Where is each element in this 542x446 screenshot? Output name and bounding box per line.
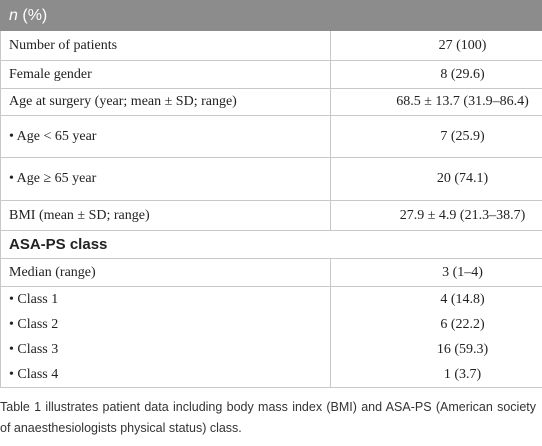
class-labels: • Class 1 • Class 2 • Class 3 • Class 4: [0, 286, 331, 388]
class-value: 16 (59.3): [436, 342, 489, 357]
row-label: Female gender: [0, 60, 331, 89]
row-label: • Age ≥ 65 year: [0, 157, 331, 201]
row-label: Median (range): [0, 258, 331, 287]
header-row: n (%): [0, 0, 542, 31]
table-row: Age at surgery (year; mean ± SD; range) 6…: [0, 88, 542, 116]
row-label: • Age < 65 year: [0, 115, 331, 158]
row-label: Age at surgery (year; mean ± SD; range): [0, 88, 331, 116]
caption: Table 1 illustrates patient data includi…: [0, 400, 536, 435]
section-title: ASA-PS class: [0, 230, 542, 259]
unit: (%): [22, 6, 48, 24]
table-row: • Age ≥ 65 year 20 (74.1): [0, 157, 542, 201]
table-row: BMI (mean ± SD; range) 27.9 ± 4.9 (21.3–3…: [0, 200, 542, 231]
class-label: • Class 1: [9, 292, 59, 307]
class-value: 4 (14.8): [440, 292, 485, 307]
patient-table: n (%) Number of patients 27 (100) Female g…: [0, 0, 542, 388]
row-value: 68.5 ± 13.7 (31.9–86.4): [330, 88, 542, 116]
table-row: Female gender 8 (29.6): [0, 60, 542, 89]
row-value: 7 (25.9): [330, 115, 542, 158]
class-value: 6 (22.2): [440, 317, 485, 332]
header-cell: n (%): [0, 0, 331, 31]
row-value: 27.9 ± 4.9 (21.3–38.7): [330, 200, 542, 231]
row-value: 27 (100): [330, 30, 542, 61]
table-row: Number of patients 27 (100): [0, 30, 542, 61]
table-row: Median (range) 3 (1–4): [0, 258, 542, 287]
class-label: • Class 3: [9, 342, 59, 357]
row-label: Number of patients: [0, 30, 331, 61]
row-label: BMI (mean ± SD; range): [0, 200, 331, 231]
table-row: • Age < 65 year 7 (25.9): [0, 115, 542, 158]
class-label: • Class 4: [9, 367, 59, 382]
section-row: ASA-PS class: [0, 230, 542, 259]
n-symbol: n: [9, 6, 18, 24]
class-value: 1 (3.7): [443, 367, 482, 382]
class-label: • Class 2: [9, 317, 59, 332]
class-group: • Class 1 • Class 2 • Class 3 • Class 4 4 (1…: [0, 286, 542, 388]
header-cell: [330, 0, 542, 31]
class-values: 4 (14.8) 6 (22.2) 16 (59.3) 1 (3.7): [330, 286, 542, 388]
row-value: 8 (29.6): [330, 60, 542, 89]
row-value: 20 (74.1): [330, 157, 542, 201]
row-value: 3 (1–4): [330, 258, 542, 287]
